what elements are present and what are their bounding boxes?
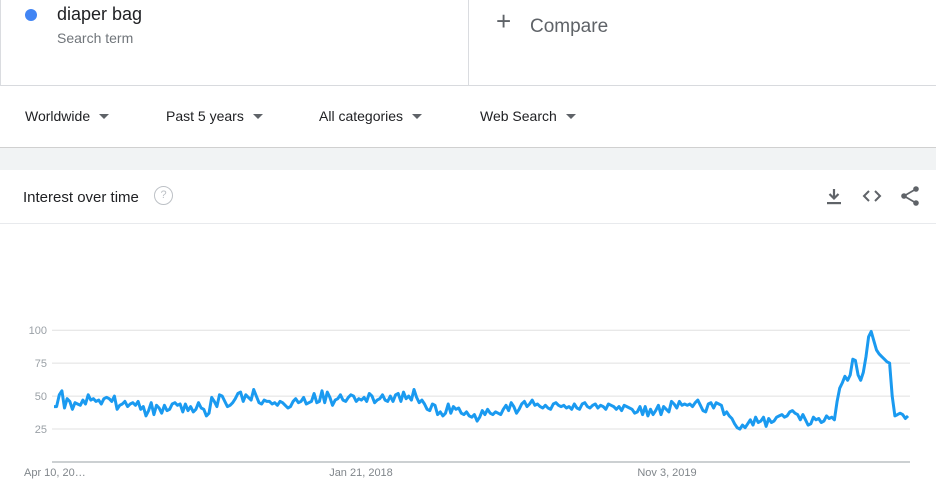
y-tick-label: 100 — [29, 325, 47, 337]
region-filter-label: Worldwide — [25, 108, 91, 124]
search-term-subtitle: Search term — [57, 30, 134, 46]
y-tick-label: 75 — [35, 358, 47, 370]
y-axis-labels: 25 50 75 100 — [29, 325, 47, 436]
compare-button[interactable]: + Compare — [470, 0, 936, 85]
y-tick-label: 50 — [35, 391, 47, 403]
plus-icon: + — [496, 6, 512, 36]
section-gap — [0, 148, 936, 170]
x-axis-labels: Apr 10, 20… Jan 21, 2018 Nov 3, 2019 — [24, 467, 697, 479]
search-type-filter-label: Web Search — [480, 108, 557, 124]
time-range-filter-label: Past 5 years — [166, 108, 244, 124]
divider — [0, 85, 936, 86]
category-filter-dropdown[interactable]: All categories — [319, 108, 423, 124]
interest-over-time-card: Interest over time ? 25 50 75 100 Apr 10, 2… — [0, 170, 936, 488]
caret-down-icon — [252, 113, 263, 119]
search-term-card[interactable]: diaper bag Search term — [0, 0, 469, 85]
region-filter-dropdown[interactable]: Worldwide — [25, 108, 110, 124]
filter-bar: Worldwide Past 5 years All categories We… — [0, 86, 936, 148]
caret-down-icon — [565, 113, 576, 119]
chart-grid — [52, 329, 910, 430]
embed-code-icon[interactable] — [860, 184, 884, 208]
time-range-filter-dropdown[interactable]: Past 5 years — [166, 108, 263, 124]
y-tick-label: 25 — [35, 424, 47, 436]
x-tick-label: Apr 10, 20… — [24, 467, 86, 479]
x-tick-label: Nov 3, 2019 — [637, 467, 696, 479]
panel-title: Interest over time — [23, 189, 139, 206]
question-circle-icon[interactable]: ? — [154, 186, 173, 205]
share-icon[interactable] — [898, 184, 922, 208]
compare-label: Compare — [530, 16, 609, 37]
search-type-filter-dropdown[interactable]: Web Search — [480, 108, 576, 124]
search-term-bar: diaper bag Search term + Compare — [0, 0, 936, 86]
category-filter-label: All categories — [319, 108, 404, 124]
chart-series — [54, 330, 910, 431]
series-line-diaper-bag[interactable] — [54, 330, 910, 431]
x-tick-label: Jan 21, 2018 — [329, 467, 393, 479]
interest-over-time-chart: 25 50 75 100 Apr 10, 20… Jan 21, 2018 Nov 3, … — [24, 325, 910, 479]
caret-down-icon — [412, 113, 423, 119]
download-icon[interactable] — [822, 184, 846, 208]
series-color-dot — [25, 9, 37, 21]
caret-down-icon — [99, 113, 110, 119]
search-term-name[interactable]: diaper bag — [57, 4, 143, 24]
divider — [0, 223, 936, 224]
